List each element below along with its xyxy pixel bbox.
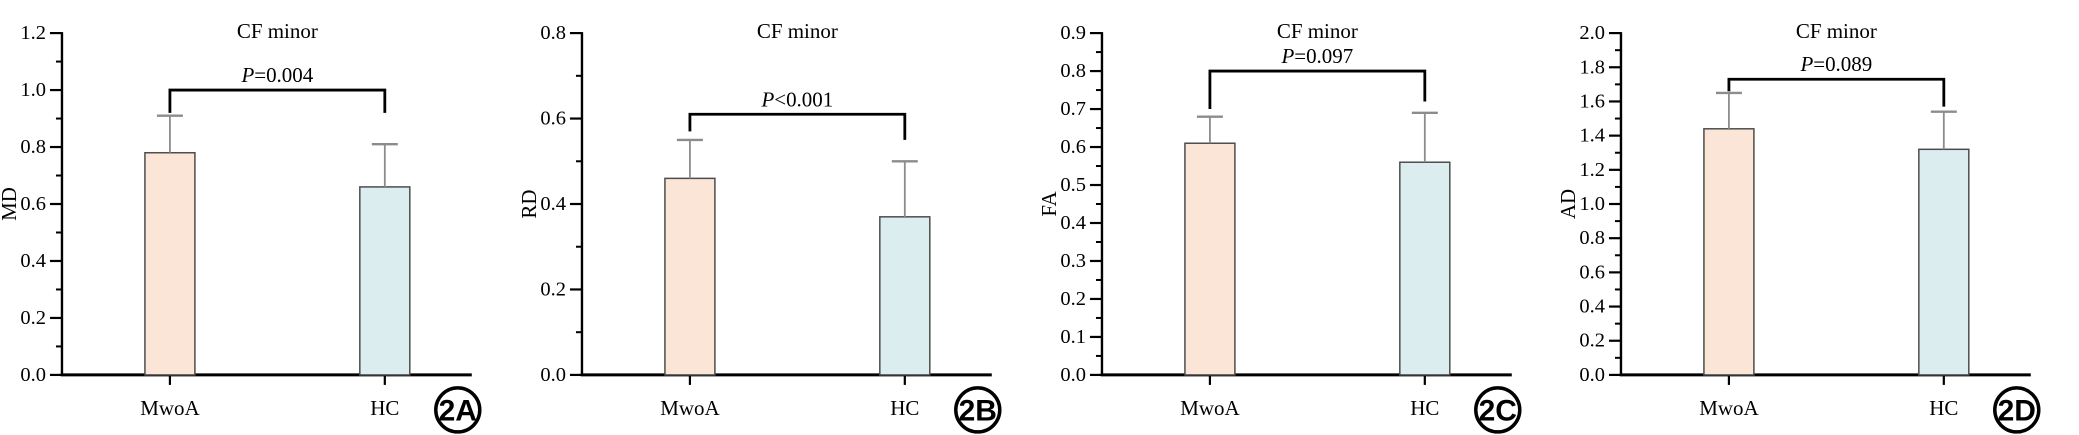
p-value-label: P=0.004 bbox=[240, 63, 313, 87]
y-tick-label: 0.0 bbox=[20, 364, 46, 386]
panel-2c: 0.0 0.1 0.2 0.3 0.4 0.5 0.6 0.7 0.8 0.9 MwoA HC P=0.… bbox=[1040, 0, 1560, 435]
category-label-hc: HC bbox=[1929, 396, 1958, 420]
category-label-mwoa: MwoA bbox=[140, 396, 199, 420]
significance-bracket bbox=[168, 88, 387, 113]
y-tick-label: 0.2 bbox=[1580, 330, 1606, 352]
y-tick-label: 0.8 bbox=[540, 22, 566, 44]
y-tick-label: 0.9 bbox=[1060, 22, 1086, 44]
y-tick-label: 1.6 bbox=[1580, 90, 1606, 112]
bar-mwoa bbox=[1703, 128, 1755, 376]
significance-bracket bbox=[1208, 69, 1426, 110]
y-tick-label: 1.8 bbox=[1580, 56, 1606, 78]
panel-badge-circle bbox=[1993, 386, 2041, 434]
y-tick-label: 0.3 bbox=[1060, 250, 1086, 272]
y-tick-label: 1.0 bbox=[20, 79, 46, 101]
y-tick-label: 0.7 bbox=[1060, 98, 1086, 120]
y-tick-label: 0.8 bbox=[20, 136, 46, 158]
category-label-hc: HC bbox=[890, 396, 919, 420]
panel-title: CF minor bbox=[1276, 19, 1357, 43]
panel-badge-circle bbox=[434, 386, 482, 434]
panel-2d: 0.0 0.2 0.4 0.6 0.8 1.0 1.2 1.4 1.6 1.8 2.0 MwoA HC P… bbox=[1559, 0, 2079, 435]
y-tick-label: 0.2 bbox=[540, 278, 566, 300]
chart-2c: 0.0 0.1 0.2 0.3 0.4 0.5 0.6 0.7 0.8 0.9 MwoA HC P=0.… bbox=[1040, 19, 1522, 434]
y-tick-label: 0.4 bbox=[540, 193, 566, 215]
y-tick-label: 0.6 bbox=[20, 193, 46, 215]
panel-badge-label: 2A bbox=[439, 394, 477, 427]
y-axis-title: FA bbox=[1040, 191, 1061, 216]
y-tick-label: 0.6 bbox=[1580, 261, 1606, 283]
y-tick-label: 1.2 bbox=[20, 22, 46, 44]
y-tick-label: 0.0 bbox=[1580, 364, 1606, 386]
p-value-label: P=0.089 bbox=[1800, 52, 1873, 76]
category-label-hc: HC bbox=[370, 396, 399, 420]
bar-hc bbox=[1918, 148, 1970, 376]
y-tick-label: 2.0 bbox=[1580, 22, 1606, 44]
y-tick-label: 0.4 bbox=[1060, 212, 1086, 234]
panel-badge-circle bbox=[1473, 386, 1522, 434]
chart-2b: 0.0 0.2 0.4 0.6 0.8 MwoA HC P<0.001 CF minor RD 2B bbox=[520, 19, 1002, 434]
y-axis-title: RD bbox=[520, 189, 541, 218]
bar-mwoa bbox=[144, 151, 196, 376]
y-tick-label: 1.2 bbox=[1580, 159, 1606, 181]
p-value-label: P=0.097 bbox=[1280, 44, 1353, 68]
category-label-mwoa: MwoA bbox=[1699, 396, 1758, 420]
category-label-mwoa: MwoA bbox=[660, 396, 719, 420]
y-tick-label: 1.0 bbox=[1580, 193, 1606, 215]
y-tick-label: 0.6 bbox=[540, 108, 566, 130]
panel-badge-label: 2C bbox=[1478, 394, 1516, 427]
panel-title: CF minor bbox=[237, 19, 318, 43]
y-tick-label: 0.8 bbox=[1580, 227, 1606, 249]
p-value-label: P<0.001 bbox=[760, 87, 833, 111]
panel-2a: 0.0 0.2 0.4 0.6 0.8 1.0 1.2 MwoA HC P=0.004 CF min… bbox=[0, 0, 520, 435]
y-tick-label: 0.4 bbox=[20, 250, 46, 272]
bar-hc bbox=[1398, 161, 1451, 376]
panel-title: CF minor bbox=[757, 19, 838, 43]
y-tick-label: 0.5 bbox=[1060, 174, 1086, 196]
chart-2a: 0.0 0.2 0.4 0.6 0.8 1.0 1.2 MwoA HC P=0.004 CF min… bbox=[0, 19, 482, 434]
panel-badge-label: 2D bbox=[1998, 394, 2036, 427]
y-tick-label: 0.4 bbox=[1580, 296, 1606, 318]
chart-2d: 0.0 0.2 0.4 0.6 0.8 1.0 1.2 1.4 1.6 1.8 2.0 MwoA HC P… bbox=[1559, 19, 2041, 434]
y-tick-label: 1.4 bbox=[1580, 125, 1606, 147]
panel-badge-label: 2B bbox=[958, 394, 996, 427]
y-axis-title: MD bbox=[0, 187, 21, 221]
panel-2b: 0.0 0.2 0.4 0.6 0.8 MwoA HC P<0.001 CF minor RD 2B bbox=[520, 0, 1040, 435]
y-tick-label: 0.6 bbox=[1060, 136, 1086, 158]
y-tick-label: 0.0 bbox=[540, 364, 566, 386]
y-tick-label: 0.0 bbox=[1060, 364, 1086, 386]
y-tick-label: 0.1 bbox=[1060, 326, 1086, 348]
bar-hc bbox=[878, 216, 931, 376]
significance-bracket bbox=[1727, 77, 1946, 107]
panel-badge-circle bbox=[953, 386, 1002, 434]
y-tick-label: 0.8 bbox=[1060, 60, 1086, 82]
significance-bracket bbox=[688, 112, 906, 140]
bar-mwoa bbox=[1183, 142, 1236, 376]
y-tick-label: 0.2 bbox=[20, 307, 46, 329]
y-axis-title: AD bbox=[1559, 189, 1580, 219]
y-tick-label: 0.2 bbox=[1060, 288, 1086, 310]
bar-mwoa bbox=[663, 177, 716, 376]
panel-title: CF minor bbox=[1796, 19, 1877, 43]
bar-hc bbox=[359, 186, 411, 376]
category-label-mwoa: MwoA bbox=[1180, 396, 1239, 420]
category-label-hc: HC bbox=[1410, 396, 1439, 420]
